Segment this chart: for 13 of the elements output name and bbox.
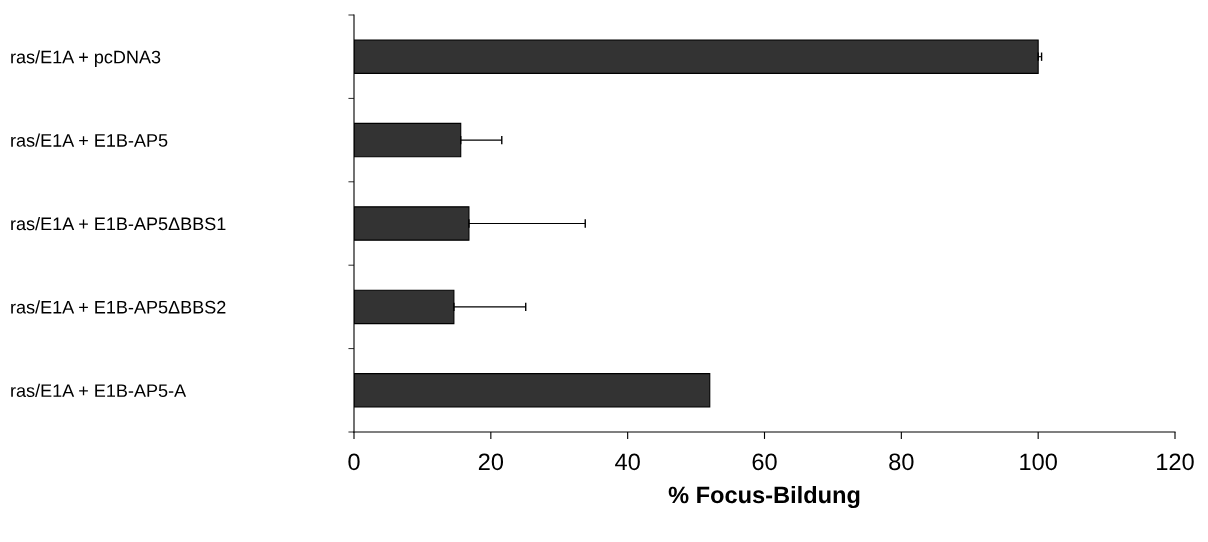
y-tick-label: ras/E1A + E1B-AP5ΔBBS2	[11, 300, 226, 314]
x-tick-label: 100	[1020, 453, 1057, 471]
x-tick-label: 80	[889, 453, 914, 471]
x-axis-title: % Focus-Bildung	[668, 485, 860, 509]
x-tick-label: 40	[615, 453, 640, 471]
y-tick-label: ras/E1A + pcDNA3	[11, 50, 161, 67]
x-tick-label: 120	[1157, 453, 1194, 471]
x-tick-label: 20	[478, 453, 504, 471]
y-tick-label: ras/E1A + E1B-AP5	[11, 133, 168, 147]
y-tick-label: ras/E1A + E1B-AP5-A	[11, 383, 187, 398]
x-tick-label: 0	[348, 453, 360, 471]
y-tick-label: ras/E1A + E1B-AP5ΔBBS1	[11, 216, 226, 231]
x-tick-label: 60	[752, 453, 777, 471]
